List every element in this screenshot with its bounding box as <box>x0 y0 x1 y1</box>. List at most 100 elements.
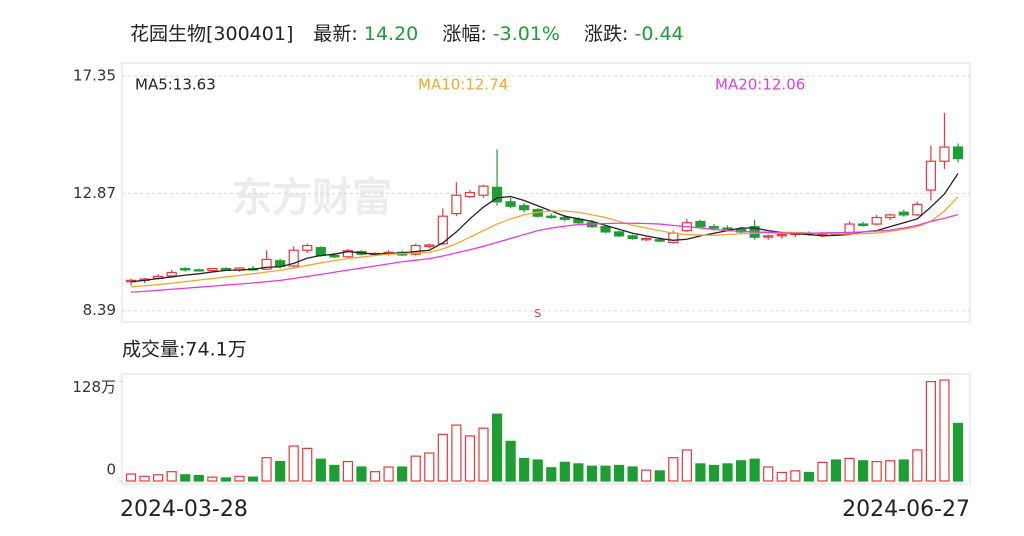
volume-bar <box>830 459 842 482</box>
candle-body <box>668 232 679 243</box>
legend-entry: MA10:12.74 <box>418 76 508 94</box>
volume-bar <box>491 413 503 482</box>
candle-body <box>641 237 652 241</box>
volume-bar <box>776 471 787 482</box>
volume-bar <box>139 475 150 482</box>
candle-body <box>546 215 557 219</box>
volume-bar <box>695 463 706 482</box>
volume-bar <box>193 474 204 482</box>
volume-bar <box>803 471 814 482</box>
y-tick-label: 12.87 <box>73 184 116 202</box>
volume-bar <box>302 447 313 482</box>
volume-bar <box>275 460 286 482</box>
candle-body <box>302 244 313 251</box>
volume-bar <box>397 466 408 482</box>
volume-bar <box>817 461 828 482</box>
volume-bar <box>654 470 665 482</box>
volume-bar <box>532 459 543 482</box>
volume-tick-label: 0 <box>106 461 116 479</box>
candle-body <box>939 146 950 162</box>
candle-body <box>424 244 435 247</box>
stock-name: 花园生物[300401] <box>130 23 293 45</box>
volume-bar <box>437 433 448 482</box>
candle-body <box>464 192 476 198</box>
candle-body <box>898 211 909 216</box>
volume-bar <box>464 435 476 482</box>
volume-bar <box>288 445 299 482</box>
candle-body <box>410 244 421 255</box>
volume-bar <box>356 466 367 482</box>
header: 花园生物[300401] 最新: 14.20 涨幅: -3.01% 涨跌: -0… <box>130 23 684 45</box>
volume-bar <box>763 466 774 482</box>
volume-bar <box>505 440 516 482</box>
volume-title: 成交量:74.1万 <box>122 339 247 361</box>
candle-body <box>844 223 855 234</box>
candle-body <box>912 203 923 216</box>
volume-bar <box>857 460 869 482</box>
candle-body <box>180 267 191 271</box>
candle-body <box>207 267 218 272</box>
volume-bar <box>315 458 326 482</box>
volume-bar <box>641 469 652 482</box>
latest-label: 最新: <box>313 23 357 45</box>
volume-bar <box>573 463 584 482</box>
candle-body <box>695 220 706 228</box>
candle-body <box>519 205 530 211</box>
candle-body <box>193 269 204 272</box>
volume-bar <box>424 452 435 482</box>
candle-body <box>505 201 516 207</box>
candle-body <box>166 271 177 277</box>
candle-body <box>315 247 326 257</box>
candle-body <box>708 226 720 229</box>
ma-line <box>130 214 959 293</box>
volume-bar <box>207 476 218 482</box>
chg-value: -0.44 <box>634 23 683 45</box>
candle-body <box>613 231 625 237</box>
volume-bar <box>749 458 760 482</box>
ma-line <box>130 173 959 283</box>
legend-entry: MA20:12.06 <box>715 76 805 94</box>
volume-bar <box>600 465 611 482</box>
volume-bar <box>383 466 394 482</box>
volume-bar <box>234 475 245 482</box>
volume-bar <box>871 460 882 482</box>
candle-body <box>342 250 354 258</box>
candle-body <box>722 227 733 230</box>
candle-body <box>776 233 787 237</box>
chg-label: 涨跌: <box>584 23 628 45</box>
candle-body <box>437 215 448 245</box>
volume-bar <box>369 471 381 482</box>
volume-bar <box>478 427 489 482</box>
candle-body <box>763 235 774 238</box>
volume-bar <box>668 457 679 482</box>
annotation: S <box>534 307 541 320</box>
volume-bar <box>153 474 164 482</box>
candle-body <box>654 239 665 242</box>
volume-bar <box>939 379 950 482</box>
candle-body <box>885 214 896 219</box>
volume-tick-label: 128万 <box>72 378 116 396</box>
volume-bar <box>681 449 692 482</box>
volume-bar <box>451 424 462 482</box>
volume-bar <box>261 457 272 482</box>
x-tick-label: 2024-03-28 <box>120 497 248 522</box>
candle-body <box>925 160 936 191</box>
candle-body <box>871 216 882 225</box>
volume-bar <box>627 466 638 482</box>
volume-bar <box>898 459 909 482</box>
volume-bar <box>790 470 801 482</box>
candle-body <box>288 249 299 267</box>
legend-entry: MA5:13.63 <box>135 76 216 94</box>
volume-bar <box>885 460 896 482</box>
volume-bar <box>166 471 177 482</box>
latest-value: 14.20 <box>364 23 418 45</box>
volume-bar <box>329 464 340 482</box>
volume-bar <box>613 464 625 482</box>
volume-bar <box>952 422 964 482</box>
volume-bar <box>559 461 570 482</box>
candle-body <box>857 223 869 226</box>
volume-bar <box>342 460 354 482</box>
candle-body <box>451 194 462 215</box>
pct-value: -3.01% <box>493 23 560 45</box>
